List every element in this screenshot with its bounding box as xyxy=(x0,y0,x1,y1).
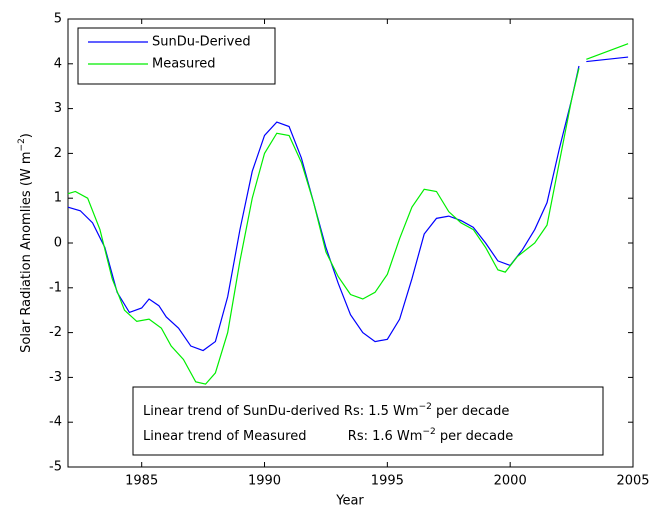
y-axis-label: Solar Radiation Anomlies (W m−2) xyxy=(17,133,34,353)
y-label-sup: −2 xyxy=(17,138,27,151)
data-line xyxy=(67,43,629,385)
y-tick-label: -2 xyxy=(49,325,62,340)
annotation-box xyxy=(132,386,604,456)
x-tick-label: 1985 xyxy=(125,474,158,489)
x-tick-label: 1990 xyxy=(248,474,281,489)
x-axis-label: Year xyxy=(335,494,364,509)
y-tick-label: 5 xyxy=(54,12,62,27)
y-label-tail: ) xyxy=(19,133,34,138)
y-tick-label: -4 xyxy=(49,415,62,430)
y-label-text: Solar Radiation Anomlies (W m xyxy=(19,151,34,352)
y-tick-label: 4 xyxy=(54,56,62,71)
y-tick-label: -1 xyxy=(49,280,62,295)
legend-box xyxy=(77,27,276,85)
annotation-tail: per decade xyxy=(432,404,509,419)
annotation-text: Linear trend of Measured Rs: 1.6 Wm xyxy=(143,429,422,444)
x-tick-label: 1995 xyxy=(371,474,404,489)
y-tick-label: 0 xyxy=(54,236,62,251)
legend-label: Measured xyxy=(152,57,216,72)
y-tick-label: 2 xyxy=(54,146,62,161)
y-tick-label: -5 xyxy=(49,460,62,475)
annotation-text: Linear trend of SunDu-derived Rs: 1.5 Wm xyxy=(143,404,419,419)
legend-label: SunDu-Derived xyxy=(152,35,251,50)
annotation-sup: −2 xyxy=(419,402,432,412)
annotation-tail: per decade xyxy=(436,429,513,444)
annotation-sup: −2 xyxy=(422,427,435,437)
annotation: Linear trend of SunDu-derived Rs: 1.5 Wm… xyxy=(143,402,509,419)
y-tick-label: 1 xyxy=(54,191,62,206)
annotation: Linear trend of Measured Rs: 1.6 Wm−2 pe… xyxy=(143,427,513,444)
x-tick-label: 2005 xyxy=(616,474,649,489)
y-tick-label: 3 xyxy=(54,101,62,116)
y-tick-label: -3 xyxy=(49,370,62,385)
x-tick-label: 2000 xyxy=(494,474,527,489)
